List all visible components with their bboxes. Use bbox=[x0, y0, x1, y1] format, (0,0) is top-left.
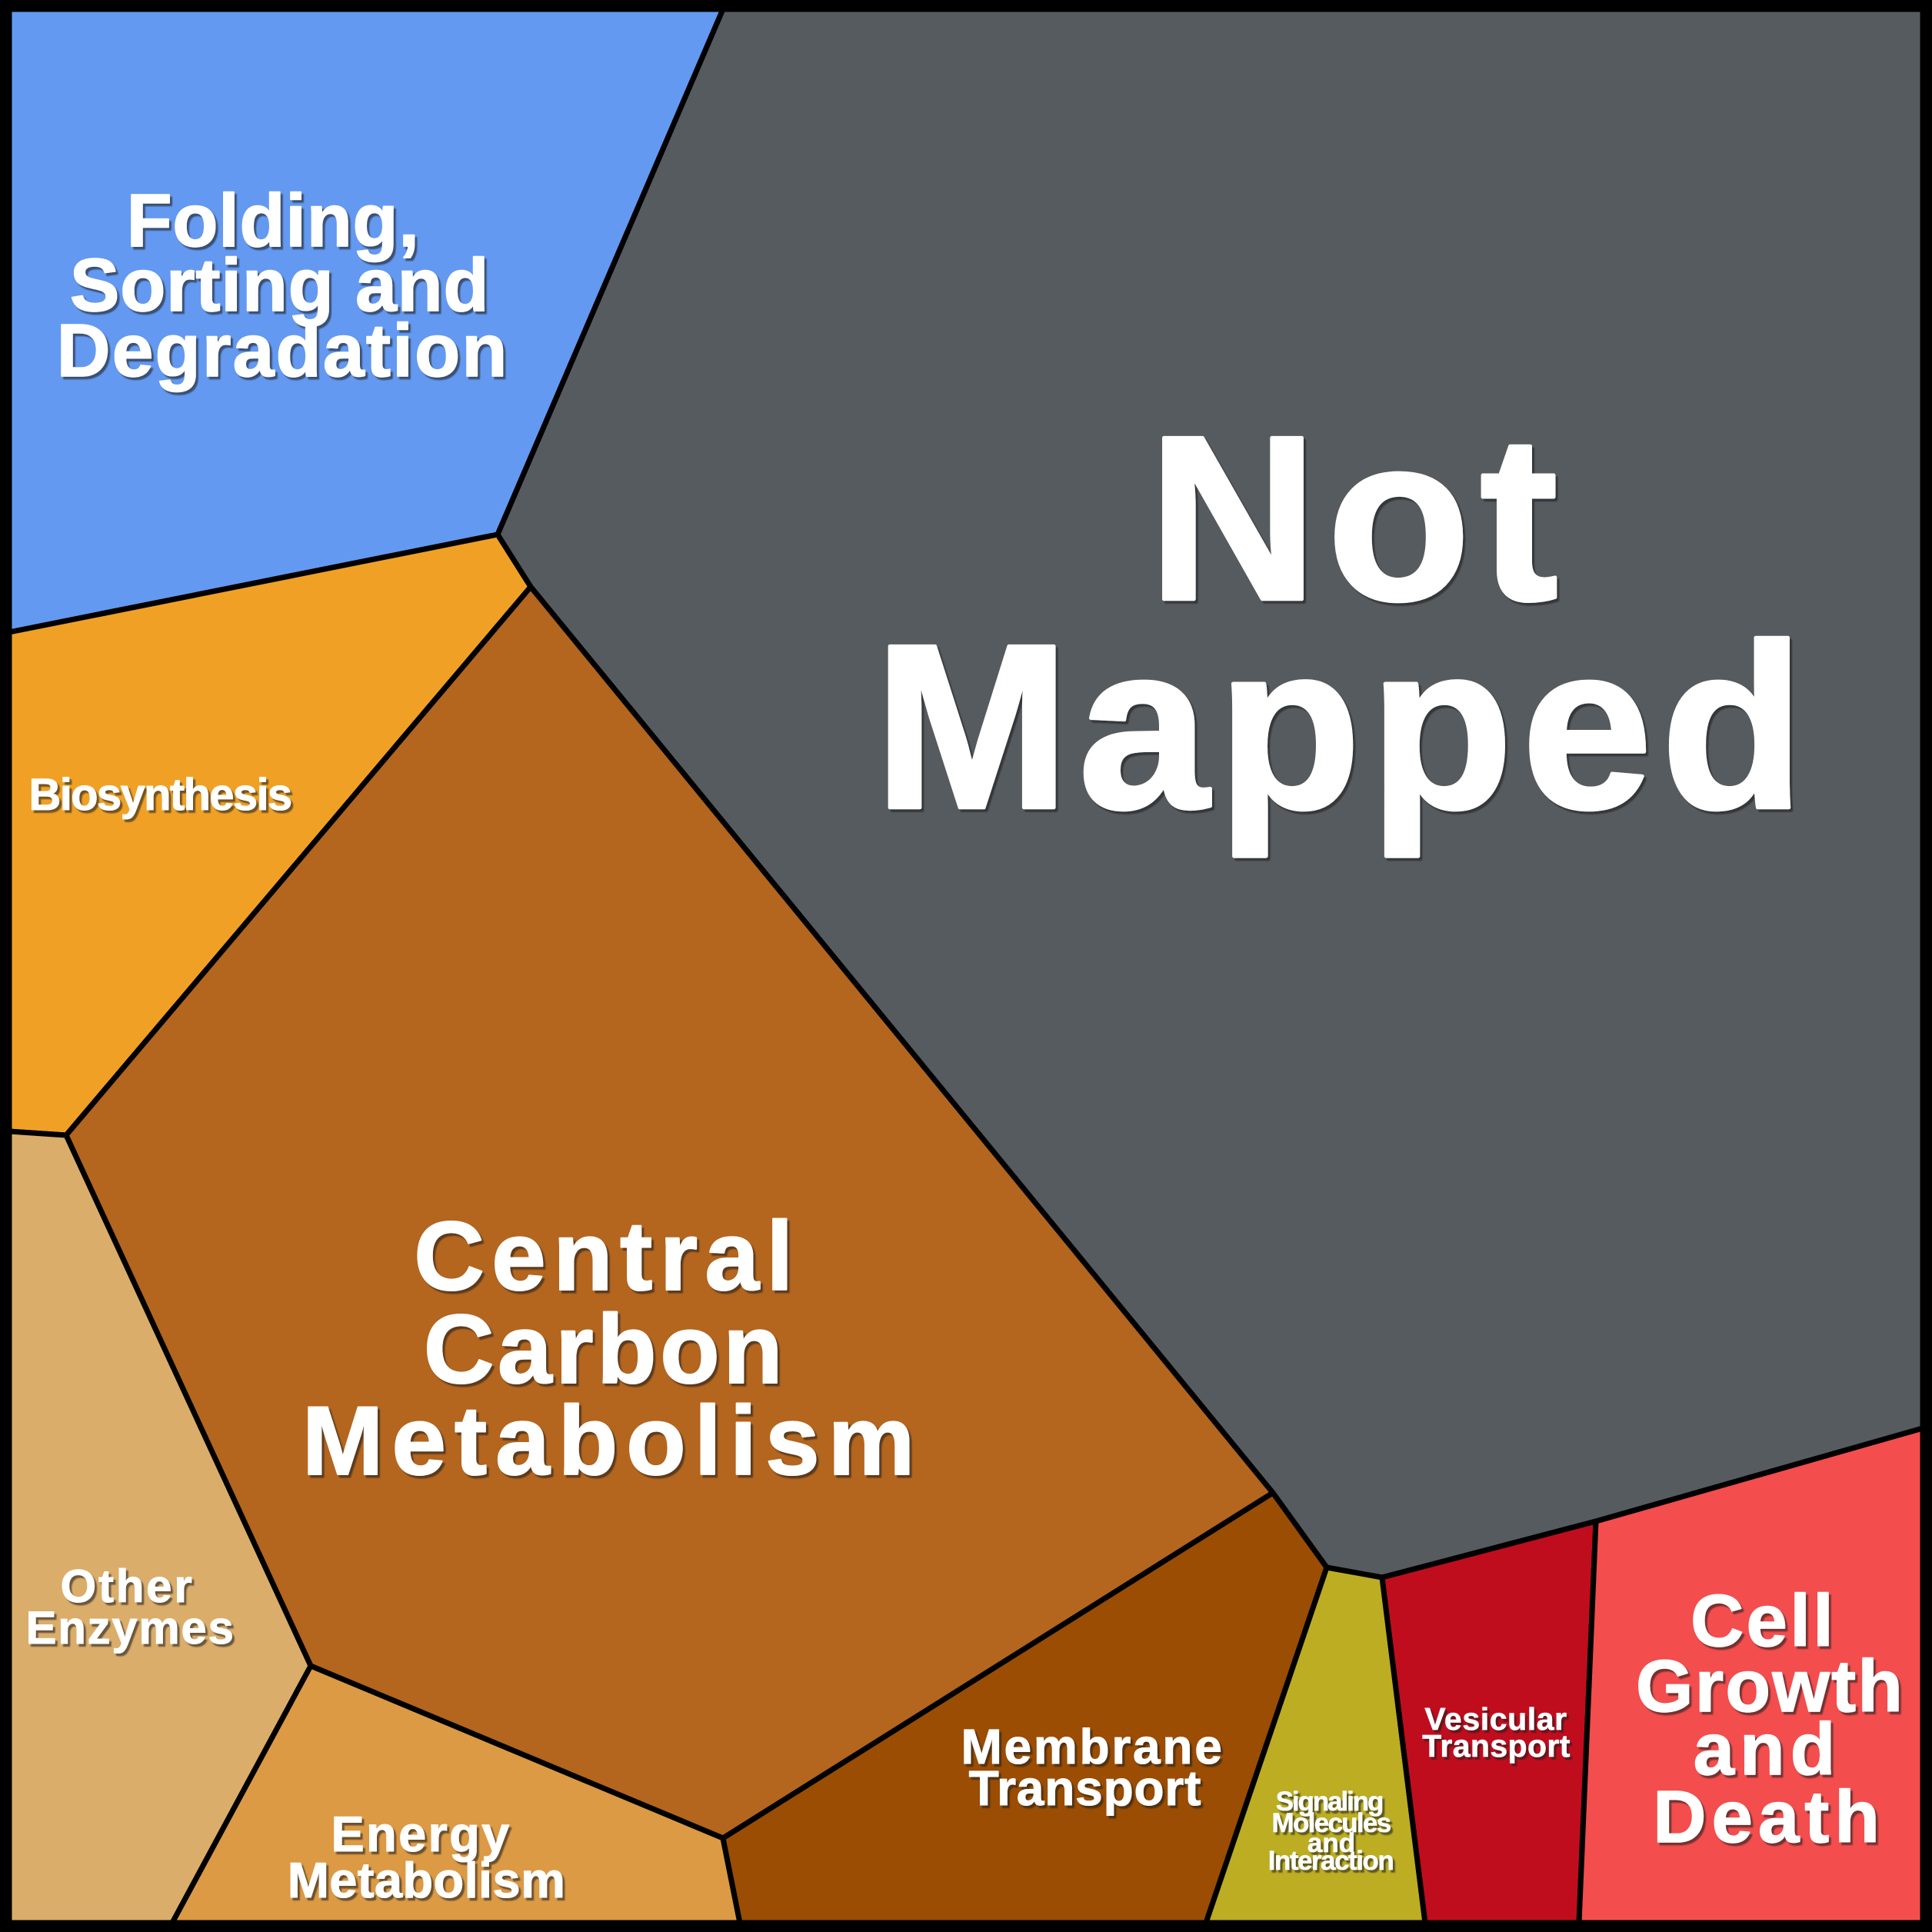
svg-text:and: and bbox=[1307, 1828, 1355, 1858]
svg-text:Central: Central bbox=[414, 1201, 801, 1311]
svg-text:Growth: Growth bbox=[1636, 1645, 1904, 1727]
svg-text:Degradation: Degradation bbox=[57, 308, 509, 392]
svg-text:and: and bbox=[1694, 1708, 1841, 1790]
svg-text:Molecules: Molecules bbox=[1272, 1808, 1391, 1838]
svg-text:Death: Death bbox=[1653, 1776, 1885, 1858]
svg-text:Interaction: Interaction bbox=[1268, 1846, 1394, 1876]
svg-text:Other: Other bbox=[60, 1561, 194, 1612]
svg-text:Transport: Transport bbox=[969, 1760, 1202, 1816]
svg-text:Carbon: Carbon bbox=[424, 1294, 787, 1404]
svg-text:Cell: Cell bbox=[1690, 1580, 1836, 1662]
svg-text:Folding,: Folding, bbox=[126, 178, 419, 262]
svg-text:Not: Not bbox=[1148, 387, 1567, 649]
svg-text:Transport: Transport bbox=[1422, 1728, 1571, 1764]
svg-text:Sorting and: Sorting and bbox=[70, 243, 489, 327]
svg-text:Metabolism: Metabolism bbox=[288, 1852, 566, 1908]
svg-text:Biosynthesis: Biosynthesis bbox=[29, 770, 291, 820]
svg-text:Vesicular: Vesicular bbox=[1424, 1701, 1567, 1737]
svg-text:Energy: Energy bbox=[331, 1806, 511, 1862]
svg-text:Membrane: Membrane bbox=[961, 1719, 1224, 1774]
svg-text:Signaling: Signaling bbox=[1276, 1787, 1383, 1817]
svg-text:Enzymes: Enzymes bbox=[25, 1602, 235, 1654]
svg-text:Mapped: Mapped bbox=[874, 595, 1814, 859]
svg-text:Metabolism: Metabolism bbox=[302, 1386, 924, 1495]
